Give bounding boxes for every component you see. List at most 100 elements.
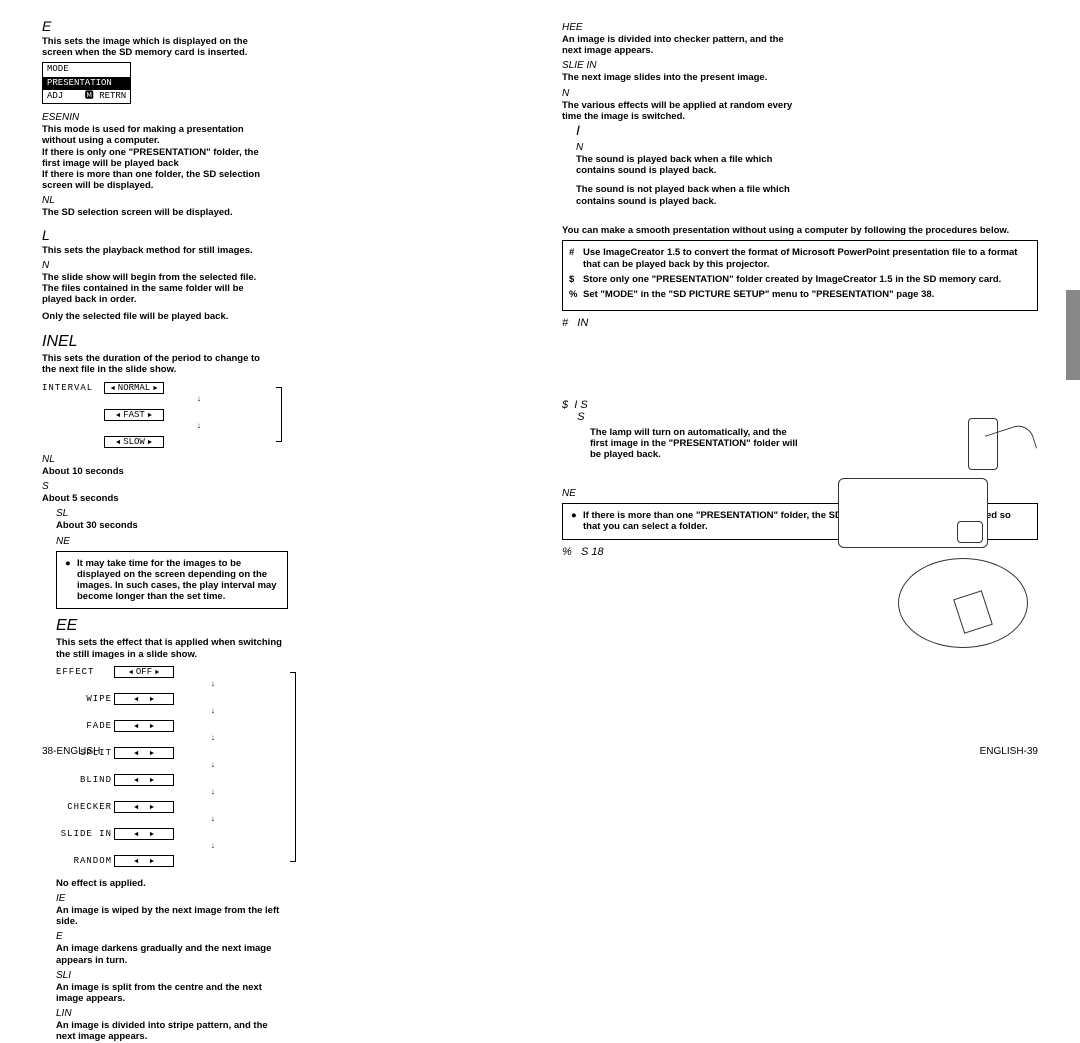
- normal-sub: NL: [42, 454, 274, 465]
- marker: $: [569, 274, 583, 286]
- arrow-icon: ↓: [138, 843, 288, 853]
- marker: #: [569, 247, 583, 271]
- arrow-icon: ↓: [138, 789, 288, 799]
- text: An image is divided into stripe pattern,…: [56, 1020, 288, 1042]
- mode-menu: MODE PRESENTATION ADJ 🅼 RETRN: [42, 62, 131, 104]
- text: The next image slides into the present i…: [562, 72, 794, 83]
- bracket-icon: [290, 672, 296, 862]
- interval-label: INTERVAL: [42, 383, 104, 393]
- procedure-box: #Use ImageCreator 1.5 to convert the for…: [562, 240, 1038, 311]
- proc-text: Set "MODE" in the "SD PICTURE SETUP" men…: [583, 289, 934, 301]
- fade-sub: E: [56, 931, 288, 942]
- random-sub: N: [562, 88, 794, 99]
- page-footer-left: 38-ENGLISH: [42, 746, 100, 757]
- text: This sets the duration of the period to …: [42, 353, 274, 375]
- text: An image is divided into checker pattern…: [562, 34, 794, 56]
- text: About 30 seconds: [56, 520, 288, 531]
- text: The SD selection screen will be displaye…: [42, 207, 274, 218]
- menu-row-selected: PRESENTATION: [43, 77, 130, 90]
- mode-body: This sets the image which is displayed o…: [42, 36, 274, 58]
- effect-opt: [114, 801, 174, 813]
- mode-heading: E: [42, 18, 274, 34]
- bracket-icon: [276, 387, 282, 442]
- wipe-sub: IE: [56, 893, 288, 904]
- lens-icon: [957, 521, 983, 543]
- arrow-icon: ↓: [124, 396, 274, 406]
- projector-icon: [838, 478, 988, 548]
- bullet-icon: ●: [571, 510, 583, 532]
- effect-opt-lbl: WIPE: [56, 694, 114, 704]
- on-sub: N: [42, 260, 274, 271]
- step2-body: The lamp will turn on automatically, and…: [590, 427, 802, 461]
- effect-opt-lbl: CHECKER: [56, 802, 114, 812]
- text: The various effects will be applied at r…: [562, 100, 794, 122]
- proc-text: Use ImageCreator 1.5 to convert the form…: [583, 247, 1031, 271]
- marker: %: [569, 289, 583, 301]
- effect-opt-lbl: BLIND: [56, 775, 114, 785]
- effect-opt: [114, 828, 174, 840]
- effect-opt: OFF: [114, 666, 174, 678]
- arrow-icon: ↓: [138, 816, 288, 826]
- text: The slide show will begin from the selec…: [42, 272, 274, 283]
- text: About 10 seconds: [42, 466, 274, 477]
- slidein-sub: SLIE IN: [562, 60, 794, 71]
- effect-opt: [114, 747, 174, 759]
- arrow-icon: ↓: [138, 762, 288, 772]
- effect-opt-lbl: SLIDE IN: [56, 829, 114, 839]
- normal-sub: NL: [42, 195, 274, 206]
- text: The sound is not played back when a file…: [576, 184, 808, 206]
- arrow-icon: ↓: [138, 681, 288, 691]
- text: An image is split from the centre and th…: [56, 982, 288, 1004]
- text: If there is more than one folder, the SD…: [42, 169, 274, 191]
- blind-sub: LIN: [56, 1008, 288, 1019]
- effect-label: EFFECT: [56, 667, 114, 677]
- text: An image is wiped by the next image from…: [56, 905, 288, 927]
- interval-menu: INTERVAL NORMAL ↓ FAST ↓ SLOW: [42, 379, 274, 450]
- interval-opt: NORMAL: [104, 382, 164, 394]
- text: This mode is used for making a presentat…: [42, 124, 274, 146]
- text: No effect is applied.: [56, 878, 288, 889]
- effect-opt: [114, 774, 174, 786]
- menu-row: ADJ 🅼 RETRN: [43, 90, 130, 103]
- text: Only the selected file will be played ba…: [42, 311, 274, 322]
- effect-opt-lbl: FADE: [56, 721, 114, 731]
- text: The files contained in the same folder w…: [42, 283, 274, 305]
- effect-opt: [114, 720, 174, 732]
- effect-opt: [114, 855, 174, 867]
- step1: # IN: [562, 317, 802, 329]
- proc-intro: You can make a smooth presentation witho…: [562, 225, 1038, 236]
- proc-text: Store only one "PRESENTATION" folder cre…: [583, 274, 1001, 286]
- text: The sound is played back when a file whi…: [576, 154, 808, 176]
- note-sub: NE: [56, 536, 288, 547]
- text: An image darkens gradually and the next …: [56, 943, 288, 965]
- arrow-icon: ↓: [124, 423, 274, 433]
- on-sub: N: [576, 142, 808, 153]
- interval-heading: INEL: [42, 333, 274, 351]
- fast-sub: S: [42, 481, 274, 492]
- text: About 5 seconds: [42, 493, 274, 504]
- arrow-icon: ↓: [138, 735, 288, 745]
- text: If there is only one "PRESENTATION" fold…: [42, 147, 274, 169]
- sound-heading: I: [576, 122, 808, 138]
- arrow-icon: ↓: [138, 708, 288, 718]
- effect-heading: EE: [56, 617, 288, 635]
- thumb-tab: [1066, 290, 1080, 380]
- checker-sub: HEE: [562, 22, 794, 33]
- note-text: It may take time for the images to be di…: [77, 558, 279, 603]
- bullet-icon: ●: [65, 558, 77, 603]
- presentation-sub: ESENIN: [42, 112, 274, 123]
- menu-row: MODE: [43, 63, 130, 76]
- interval-opt: FAST: [104, 409, 164, 421]
- illustration: [828, 418, 1028, 648]
- text: This sets the effect that is applied whe…: [56, 637, 288, 659]
- step2: $ I S S: [562, 399, 802, 423]
- effect-opt-lbl: RANDOM: [56, 856, 114, 866]
- slow-sub: SL: [56, 508, 288, 519]
- interval-opt: SLOW: [104, 436, 164, 448]
- effect-opt: [114, 693, 174, 705]
- split-sub: SLI: [56, 970, 288, 981]
- text: This sets the playback method for still …: [42, 245, 274, 256]
- note-box: ● It may take time for the images to be …: [56, 551, 288, 610]
- play-heading: L: [42, 227, 274, 243]
- page-footer-right: ENGLISH-39: [980, 746, 1038, 757]
